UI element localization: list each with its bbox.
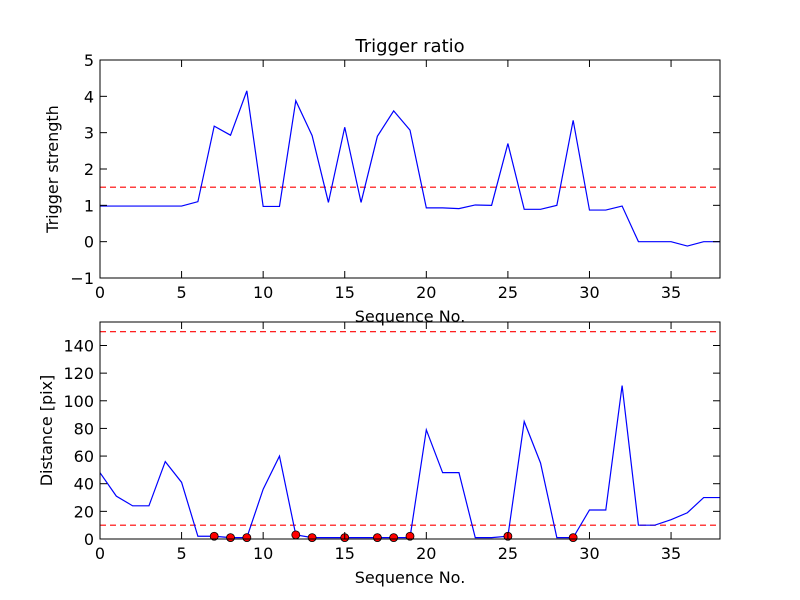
- chart-title: Trigger ratio: [354, 36, 464, 57]
- x-tick-label: 15: [335, 544, 355, 563]
- data-point-marker: [568, 533, 578, 543]
- y-tick-label: −1: [70, 269, 94, 288]
- y-tick-label: 2: [84, 160, 94, 179]
- x-tick-label: 20: [416, 544, 436, 563]
- y-tick-label: 80: [74, 419, 94, 438]
- x-tick-label: 25: [498, 283, 518, 302]
- chart-panel-2: 0 5 10 15 20 25 30 35 0 20 40 60 80 100 120 140 Sequence…: [37, 321, 721, 587]
- x-tick-label: 0: [95, 283, 105, 302]
- y-axis-label: Distance [pix]: [37, 375, 56, 487]
- data-point-marker: [226, 533, 235, 543]
- x-tick-label: 5: [176, 544, 186, 563]
- data-point-marker: [307, 533, 317, 543]
- data-point-marker: [405, 531, 415, 541]
- x-tick-label: 20: [416, 283, 436, 302]
- y-tick-label: 40: [74, 475, 94, 494]
- y-tick-label: 0: [84, 233, 94, 252]
- axes-frame: [99, 59, 721, 279]
- data-point-marker: [389, 533, 399, 543]
- x-tick-label: 10: [253, 544, 273, 563]
- y-tick-label: 3: [84, 124, 94, 143]
- data-point-marker: [372, 533, 382, 543]
- x-tick-label: 5: [176, 283, 186, 302]
- x-axis-label: Sequence No.: [355, 307, 466, 326]
- data-point-marker: [291, 530, 301, 540]
- y-tick-label: 5: [84, 51, 94, 70]
- data-point-marker: [242, 533, 252, 543]
- y-tick-label: 0: [84, 530, 94, 549]
- x-tick-label: 35: [661, 283, 681, 302]
- x-tick-label: 30: [579, 544, 599, 563]
- x-tick-label: 25: [498, 544, 518, 563]
- series-line-1: [99, 385, 720, 539]
- y-tick-label: 60: [74, 447, 94, 466]
- x-axis-label: Sequence No.: [355, 568, 466, 587]
- y-tick-label: 140: [63, 336, 94, 355]
- axes-frame: [99, 321, 721, 540]
- data-point-marker: [209, 531, 219, 541]
- y-tick-label: 100: [63, 392, 94, 411]
- x-tick-label: 15: [335, 283, 355, 302]
- x-tick-label: 35: [661, 544, 681, 563]
- y-tick-label: 20: [74, 502, 94, 521]
- y-tick-label: 4: [84, 87, 94, 106]
- x-tick-label: 30: [579, 283, 599, 302]
- x-tick-label: 0: [95, 544, 105, 563]
- y-tick-label: 1: [84, 196, 94, 215]
- series-line-1: [100, 90, 720, 247]
- x-tick-label: 10: [253, 283, 273, 302]
- y-tick-label: 120: [63, 364, 94, 383]
- y-axis-label: Trigger strength: [43, 105, 62, 234]
